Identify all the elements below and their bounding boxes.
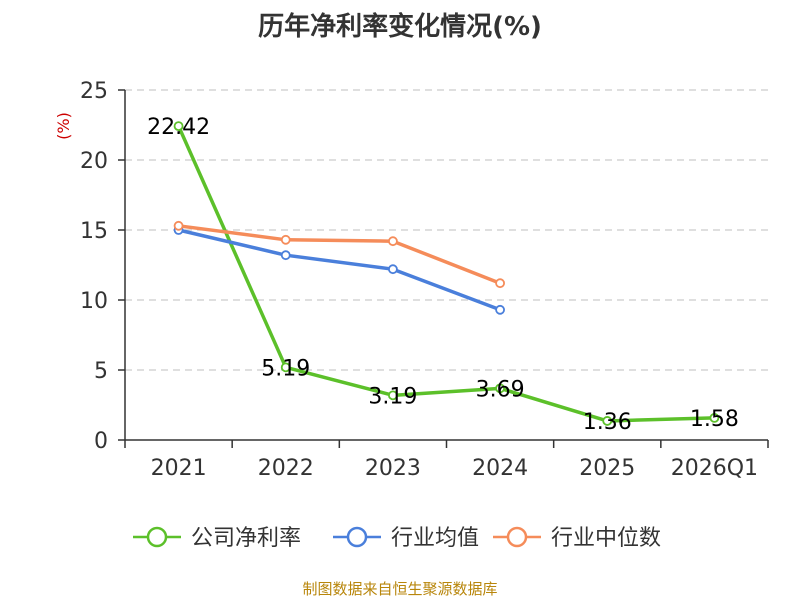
data-point xyxy=(280,362,291,373)
y-tick-label: 15 xyxy=(80,219,108,244)
x-tick-label: 2026Q1 xyxy=(671,456,758,481)
data-point xyxy=(280,234,291,245)
series-lines xyxy=(173,121,720,426)
series-line xyxy=(178,224,501,285)
x-tick-label: 2025 xyxy=(579,456,635,481)
data-point xyxy=(602,416,613,426)
legend-label: 行业均值 xyxy=(391,526,479,551)
legend-item: 行业中位数 xyxy=(493,526,661,551)
y-tick-label: 20 xyxy=(80,149,108,174)
chart-title: 历年净利率变化情况(%) xyxy=(258,12,542,42)
data-point xyxy=(495,383,505,394)
legend-item: 公司净利率 xyxy=(133,526,301,551)
data-point xyxy=(495,304,505,315)
data-point xyxy=(388,236,398,247)
legend-marker xyxy=(506,526,528,548)
x-tick-label: 2024 xyxy=(472,456,528,481)
data-label: 3.69 xyxy=(476,377,525,402)
data-point xyxy=(709,412,720,423)
data-point xyxy=(388,264,398,275)
data-point xyxy=(173,220,184,231)
data-point xyxy=(388,390,398,401)
data-label: 3.19 xyxy=(368,384,417,409)
data-labels: 22.42 5.19 3.19 3.69 1.36 1.58 xyxy=(147,115,739,435)
x-tick-label: 2022 xyxy=(258,456,314,481)
data-point xyxy=(495,278,505,289)
legend-marker xyxy=(346,526,368,548)
y-tick-label: 10 xyxy=(80,289,108,314)
legend: 公司净利率 行业均值 行业中位数 xyxy=(133,526,661,551)
legend-label: 行业中位数 xyxy=(551,526,661,551)
y-tick-label: 25 xyxy=(80,79,108,104)
data-label: 1.36 xyxy=(583,410,632,435)
data-label: 1.58 xyxy=(690,407,739,432)
legend-item: 行业均值 xyxy=(333,526,479,551)
x-tick-label: 2021 xyxy=(151,456,207,481)
series-line xyxy=(178,228,501,312)
y-tick-label: 0 xyxy=(94,429,108,454)
x-tick-label: 2023 xyxy=(365,456,421,481)
y-tick-label: 5 xyxy=(94,359,108,384)
data-point xyxy=(173,121,184,132)
legend-marker xyxy=(146,526,168,548)
data-point xyxy=(280,250,291,261)
data-label: 5.19 xyxy=(261,356,310,381)
y-axis-label: (%) xyxy=(54,112,73,140)
data-label: 22.42 xyxy=(147,115,210,140)
legend-label: 公司净利率 xyxy=(191,526,301,551)
source-note: 制图数据来自恒生聚源数据库 xyxy=(302,580,498,598)
series-line xyxy=(176,125,715,423)
